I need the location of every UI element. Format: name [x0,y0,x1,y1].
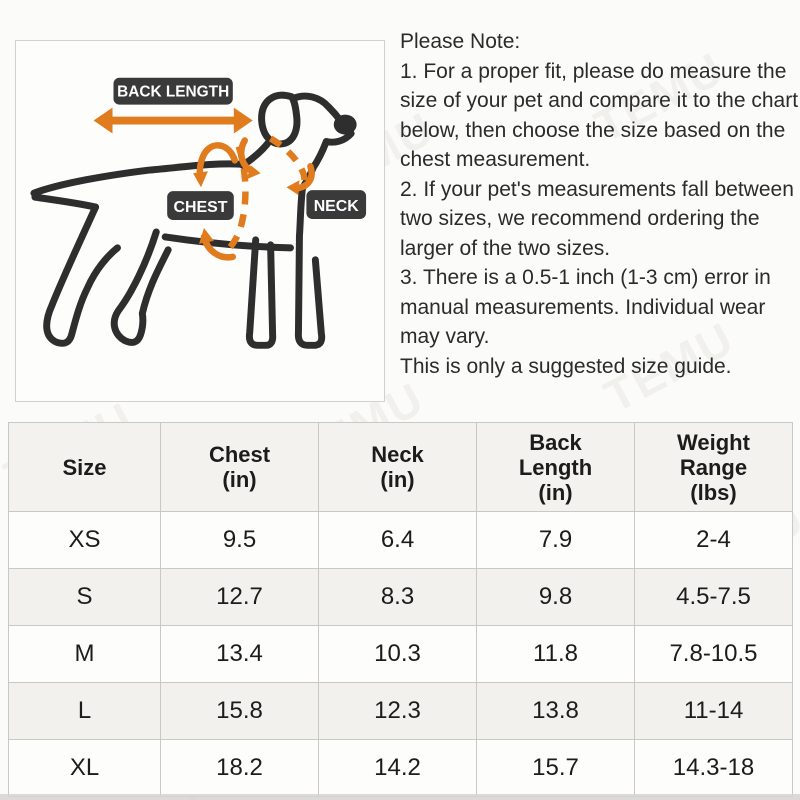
diagram-badges: BACK LENGTH CHEST NECK [113,77,367,221]
table-row-m: M 13.4 10.3 11.8 7.8-10.5 [8,625,793,683]
table-row-xl: XL 18.2 14.2 15.7 14.3-18 [8,739,793,797]
size-label: L [8,682,161,740]
measurement-diagram: BACK LENGTH CHEST NECK [15,40,385,402]
dog-ear [258,91,301,148]
dog-hind-leg-rear [43,203,121,347]
chest-arrowhead-bottom [199,227,214,244]
dog-neck-back [239,135,275,169]
back-length-badge [113,77,233,105]
note-line: This is only a suggested size guide. [400,354,732,378]
size-chart-table: Size Chest (in) Neck (in) Back Length (i… [8,422,793,797]
neck-measure-loop [238,135,315,192]
neck-arrowhead-left [246,165,261,180]
dog-diagram-svg: BACK LENGTH CHEST NECK [30,77,367,349]
note-line: chest measurement. [400,148,591,171]
dog-illustration [30,91,357,349]
table-row-l: L 15.8 12.3 13.8 11-14 [8,682,793,740]
note-title: Please Note: [400,30,521,53]
note-line: below, then choose the size based on the [400,118,786,142]
table-cell: 12.3 [318,682,477,740]
table-row-s: S 12.7 8.3 9.8 4.5-7.5 [8,568,793,626]
dog-tail-underside [31,193,100,211]
table-cell: 9.8 [476,568,635,626]
neck-badge-label: NECK [314,198,360,215]
dog-front-leg-far [245,236,277,349]
dog-back-line [30,160,247,197]
table-cell: 7.9 [476,511,635,569]
note-line: 2. If your pet's measurements fall betwe… [400,177,794,201]
neck-badge [306,190,367,220]
header-back-length: Back Length (in) [476,422,635,512]
note-line: larger of the two sizes. [400,236,611,260]
table-cell: 12.7 [160,568,319,626]
note-line: 3. There is a 0.5-1 inch (1-3 cm) error … [400,266,771,289]
note-line: two sizes, we recommend ordering the [400,207,760,230]
table-cell: 14.3-18 [634,739,793,797]
table-cell: 7.8-10.5 [634,625,793,683]
size-label: S [8,568,161,626]
back-length-arrow [93,107,253,134]
dog-front-leg-near [294,184,326,349]
chest-badge-label: CHEST [174,199,228,216]
table-cell: 2-4 [634,511,793,569]
table-cell: 15.8 [160,682,319,740]
back-length-badge-label: BACK LENGTH [117,84,229,101]
table-row-xs: XS 9.5 6.4 7.9 2-4 [8,511,793,569]
note-line: 1. For a proper fit, please do measure t… [400,59,787,83]
table-cell: 13.8 [476,682,635,740]
neck-arrowhead-right [286,180,300,196]
bottom-edge-strip [0,794,800,800]
header-size: Size [8,422,161,512]
header-chest: Chest (in) [160,422,319,512]
size-label: XS [8,511,161,569]
note-line: size of your pet and compare it to the c… [400,89,799,112]
dog-belly-line [161,233,294,252]
table-cell: 13.4 [160,625,319,683]
dog-nose [333,114,357,135]
chest-arrow-top [196,142,239,182]
note-section: Please Note: 1. For a proper fit, please… [400,27,798,381]
table-cell: 8.3 [318,568,477,626]
size-label: XL [8,739,161,797]
table-cell: 4.5-7.5 [634,568,793,626]
table-header-row: Size Chest (in) Neck (in) Back Length (i… [8,422,793,512]
header-neck: Neck (in) [318,422,477,512]
table-cell: 14.2 [318,739,477,797]
dog-hind-leg-near [110,228,172,346]
size-label: M [8,625,161,683]
chest-badge [167,191,234,221]
table-cell: 11.8 [476,625,635,683]
chest-dashed-line [224,145,249,254]
table-cell: 11-14 [634,682,793,740]
neck-dashed-line [268,135,308,189]
neck-arrow-right [295,163,315,192]
note-line: manual measurements. Individual wear [400,295,766,319]
table-cell: 9.5 [160,511,319,569]
table-cell: 15.7 [476,739,635,797]
table-cell: 18.2 [160,739,319,797]
note-line: may vary. [400,325,490,348]
measurement-annotations [93,107,315,261]
chest-arrowhead-top [193,171,208,188]
table-cell: 10.3 [318,625,477,683]
table-cell: 6.4 [318,511,477,569]
header-weight-range: Weight Range (lbs) [634,422,793,512]
